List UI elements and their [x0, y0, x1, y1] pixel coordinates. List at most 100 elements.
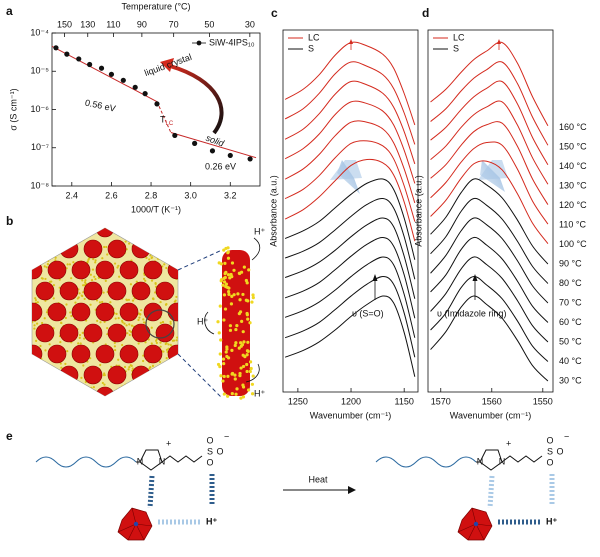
side-chain	[239, 270, 244, 274]
side-chain	[114, 393, 117, 396]
side-chain	[95, 299, 99, 302]
cluster	[47, 302, 67, 322]
side-chain	[144, 341, 147, 344]
side-chain	[238, 374, 242, 378]
side-chain	[229, 302, 234, 306]
side-chain	[165, 303, 168, 306]
side-chain	[148, 387, 151, 391]
side-chain	[104, 279, 107, 282]
side-chain	[50, 371, 53, 374]
side-chain	[123, 322, 126, 325]
cluster	[71, 344, 91, 364]
side-chain	[44, 228, 47, 232]
side-chain	[29, 382, 31, 384]
side-chain	[52, 377, 56, 381]
side-chain	[176, 395, 178, 396]
side-chain	[29, 315, 31, 317]
side-chain	[82, 284, 85, 287]
side-chain	[150, 394, 153, 396]
side-chain	[226, 246, 230, 250]
highlight-circle	[145, 309, 175, 339]
side-chain	[169, 322, 172, 325]
side-chain	[159, 300, 162, 304]
side-chain	[83, 281, 87, 284]
cluster	[143, 228, 163, 238]
side-chain	[117, 225, 119, 227]
side-chain	[121, 343, 124, 347]
charge: −	[564, 431, 569, 441]
side-chain	[219, 338, 223, 342]
side-chain	[127, 298, 131, 301]
side-chain	[144, 390, 147, 393]
side-chain	[99, 363, 102, 367]
x-tick-label: 2.6	[105, 190, 118, 200]
side-chain	[34, 368, 37, 371]
cluster	[32, 302, 43, 322]
side-chain	[60, 321, 63, 324]
side-chain	[128, 333, 131, 336]
side-chain	[88, 228, 91, 231]
cluster	[83, 281, 103, 301]
cluster	[12, 240, 30, 258]
peak-label: υ (Imidazole ring)	[437, 308, 506, 318]
side-chain	[49, 245, 52, 248]
side-chain	[29, 369, 31, 371]
side-chain	[124, 228, 127, 230]
side-chain	[93, 275, 96, 278]
shift-arrow	[478, 160, 508, 180]
side-chain	[137, 381, 141, 384]
side-chain	[130, 324, 134, 327]
cluster	[119, 344, 139, 364]
side-chain	[218, 304, 222, 308]
side-chain	[30, 226, 32, 228]
spectrum	[284, 100, 416, 184]
side-chain	[149, 254, 152, 257]
side-chain	[57, 391, 60, 394]
annotation: 0.26 eV	[205, 161, 236, 171]
side-chain	[159, 383, 162, 387]
side-chain	[226, 394, 230, 398]
temperature-label: 80 °C	[559, 278, 582, 288]
spectrum	[284, 197, 416, 280]
side-chain	[247, 268, 251, 272]
cluster	[0, 303, 18, 321]
side-chain	[248, 369, 252, 374]
side-chain	[163, 256, 166, 259]
atom: S	[547, 446, 553, 456]
side-chain	[224, 285, 228, 289]
x2-tick-label: 130	[80, 19, 95, 29]
side-chain	[172, 380, 176, 383]
side-chain	[167, 363, 170, 366]
side-chain	[143, 391, 146, 395]
side-chain	[124, 240, 127, 243]
side-chain	[250, 392, 255, 396]
side-chain	[103, 245, 106, 249]
cluster	[71, 386, 91, 396]
side-chain	[169, 343, 172, 347]
legend-marker	[196, 40, 202, 46]
side-chain	[139, 385, 143, 389]
side-chain	[147, 228, 150, 229]
side-chain	[66, 350, 69, 353]
side-chain	[140, 309, 143, 312]
side-chain	[45, 366, 48, 369]
side-chain	[149, 366, 152, 369]
side-chain	[151, 364, 155, 367]
side-chain	[29, 383, 31, 385]
side-chain	[59, 362, 62, 365]
side-chain	[162, 378, 165, 381]
side-chain	[121, 321, 124, 324]
side-chain	[225, 347, 229, 351]
temperature-label: 130 °C	[559, 180, 587, 190]
proton-label: H⁺	[546, 516, 557, 526]
atom: O	[556, 446, 563, 456]
cluster	[131, 239, 151, 259]
side-chain	[101, 300, 104, 304]
side-chain	[165, 348, 169, 351]
cluster	[107, 281, 127, 301]
side-chain	[234, 392, 238, 396]
side-chain	[55, 244, 58, 248]
data-point	[76, 56, 82, 62]
cluster	[35, 281, 55, 301]
cluster	[35, 323, 55, 343]
